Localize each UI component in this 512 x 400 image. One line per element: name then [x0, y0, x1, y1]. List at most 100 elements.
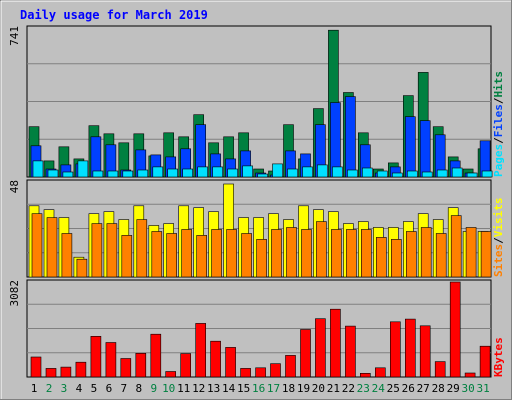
bar-pages-day-8 [137, 169, 149, 178]
day-label-20: 20 [312, 382, 325, 395]
legend: KBytes [492, 337, 505, 377]
bar-sites-day-undefined [256, 239, 267, 278]
day-label-16: 16 [252, 382, 265, 395]
legend-separator: / [492, 237, 505, 244]
bar-kbytes-day-undefined [150, 333, 162, 378]
chart-panels: 741Pages/Files/Hits48Sites/Visits3082KBy… [8, 25, 505, 378]
bar-pages-day-10 [167, 168, 178, 178]
day-label-25: 25 [387, 382, 400, 395]
bar-kbytes-day-undefined [404, 318, 416, 378]
axis-max-label: 741 [8, 26, 21, 46]
bar-pages-day-30 [466, 172, 478, 178]
bar-sites-day-undefined [136, 219, 148, 278]
bar-kbytes-day-undefined [90, 335, 102, 378]
bar-pages-day-13 [212, 166, 223, 178]
bar-pages-day-1 [32, 160, 44, 178]
bar-pages-day-3 [62, 171, 74, 178]
bar-pages-day-25 [391, 172, 403, 178]
bar-kbytes-day-undefined [225, 347, 236, 378]
day-label-30: 30 [461, 382, 474, 395]
bar-kbytes-day-undefined [315, 318, 326, 378]
day-label-15: 15 [237, 382, 250, 395]
legend-sites: Sites [492, 244, 505, 277]
bar-pages-day-12 [197, 166, 208, 178]
day-label-13: 13 [207, 382, 220, 395]
bar-kbytes-day-undefined [240, 368, 251, 378]
bar-sites-day-undefined [390, 239, 402, 278]
bar-kbytes-day-undefined [285, 355, 296, 378]
bar-pages-day-18 [287, 168, 298, 178]
day-label-2: 2 [46, 382, 53, 395]
bar-kbytes-day-undefined [464, 372, 476, 378]
day-label-17: 17 [267, 382, 280, 395]
bar-sites-day-undefined [286, 227, 297, 278]
bar-kbytes-day-undefined [255, 367, 266, 378]
day-label-14: 14 [222, 382, 236, 395]
day-label-21: 21 [327, 382, 340, 395]
bar-sites-day-undefined [181, 229, 192, 278]
bar-pages-day-31 [481, 170, 493, 178]
bar-pages-day-21 [332, 166, 343, 178]
bar-pages-day-9 [152, 166, 164, 178]
bar-kbytes-day-undefined [75, 361, 87, 378]
bar-kbytes-day-undefined [135, 352, 147, 378]
bar-pages-day-16 [257, 173, 268, 178]
bar-sites-day-undefined [450, 215, 462, 278]
bar-pages-day-5 [92, 170, 104, 178]
day-label-9: 9 [150, 382, 157, 395]
bar-kbytes-day-undefined [419, 325, 431, 378]
bar-pages-day-11 [182, 168, 193, 178]
bar-sites-day-undefined [241, 233, 252, 278]
bar-kbytes-day-undefined [359, 372, 371, 378]
legend-separator: / [492, 97, 505, 104]
bar-kbytes-day-undefined [165, 371, 176, 378]
bar-sites-day-undefined [331, 229, 342, 278]
bar-sites-day-undefined [61, 233, 73, 278]
bar-sites-day-undefined [91, 223, 103, 278]
bar-pages-day-7 [122, 170, 134, 178]
legend-kbytes: KBytes [492, 337, 505, 377]
bar-kbytes-day-undefined [30, 356, 42, 378]
bar-kbytes-day-undefined [180, 353, 191, 378]
bar-pages-day-6 [107, 170, 119, 178]
bar-sites-day-undefined [31, 213, 43, 278]
bar-pages-day-14 [227, 168, 238, 178]
day-label-24: 24 [372, 382, 386, 395]
bar-sites-day-undefined [480, 231, 492, 278]
bar-pages-day-28 [436, 169, 448, 178]
day-label-31: 31 [476, 382, 489, 395]
bar-kbytes-day-undefined [270, 363, 281, 378]
day-label-26: 26 [402, 382, 415, 395]
bar-pages-day-24 [376, 170, 388, 178]
day-label-8: 8 [135, 382, 142, 395]
bar-pages-day-15 [242, 165, 253, 178]
day-label-29: 29 [447, 382, 460, 395]
bar-sites-day-undefined [301, 229, 312, 278]
bar-pages-day-20 [317, 164, 328, 178]
day-label-1: 1 [31, 382, 38, 395]
bar-pages-day-26 [406, 170, 418, 178]
axis-max-label: 48 [8, 180, 21, 193]
bar-sites-day-undefined [465, 227, 477, 278]
day-label-7: 7 [120, 382, 127, 395]
bar-sites-day-undefined [375, 237, 387, 278]
bar-kbytes-day-undefined [105, 342, 117, 378]
bar-sites-day-undefined [346, 229, 357, 278]
panel-3: 3082 KBytes [8, 279, 505, 378]
legend-files: Files [492, 104, 505, 137]
bar-files-day-22 [345, 96, 356, 178]
bar-sites-day-undefined [360, 229, 372, 278]
bar-kbytes-day-undefined [345, 325, 356, 378]
day-label-18: 18 [282, 382, 295, 395]
day-label-6: 6 [106, 382, 113, 395]
bar-files-day-26 [404, 116, 416, 178]
bar-pages-day-23 [361, 167, 373, 178]
bar-pages-day-29 [451, 167, 463, 178]
bar-pages-day-4 [77, 160, 89, 178]
bar-kbytes-day-undefined [374, 367, 386, 378]
legend: Sites/Visits [492, 198, 505, 278]
bar-pages-day-22 [347, 169, 358, 178]
bar-kbytes-day-undefined [449, 281, 461, 378]
chart-title: Daily usage for March 2019 [20, 8, 208, 22]
